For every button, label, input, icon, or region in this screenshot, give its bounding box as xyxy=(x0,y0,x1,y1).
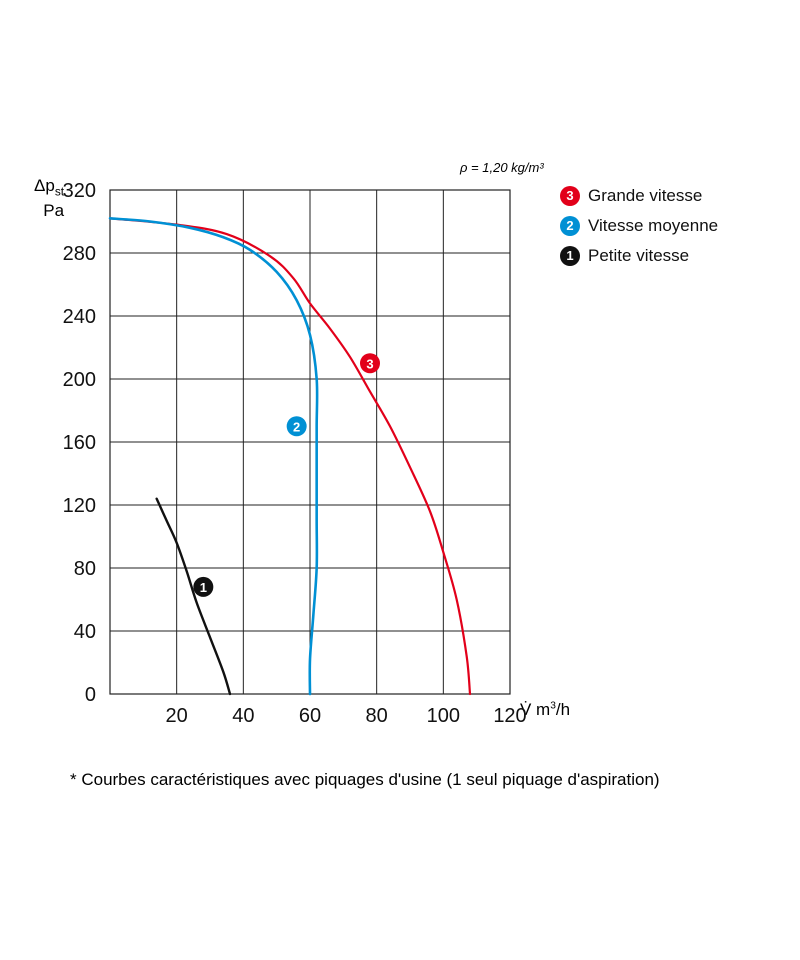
curve-moyenne xyxy=(110,218,317,694)
page: { "chart": { "type": "line", "background… xyxy=(0,0,800,960)
curve-petite xyxy=(157,499,230,694)
svg-text:1: 1 xyxy=(200,580,207,595)
svg-text:0: 0 xyxy=(85,684,96,706)
svg-text:120: 120 xyxy=(63,495,96,517)
svg-text:2: 2 xyxy=(293,419,300,434)
svg-text:280: 280 xyxy=(63,243,96,265)
svg-text:40: 40 xyxy=(74,621,96,643)
svg-text:160: 160 xyxy=(63,432,96,454)
svg-text:120: 120 xyxy=(493,705,526,727)
svg-text:200: 200 xyxy=(63,369,96,391)
svg-text:3: 3 xyxy=(366,356,373,371)
svg-text:40: 40 xyxy=(232,705,254,727)
svg-text:240: 240 xyxy=(63,306,96,328)
svg-text:60: 60 xyxy=(299,705,321,727)
svg-text:320: 320 xyxy=(63,180,96,202)
svg-text:20: 20 xyxy=(166,705,188,727)
svg-text:100: 100 xyxy=(427,705,460,727)
svg-text:80: 80 xyxy=(74,558,96,580)
chart-svg: 0 40 80 120 160 200 240 280 320 20 40 60 80 100 120 3 2 1 xyxy=(0,0,800,960)
svg-text:80: 80 xyxy=(366,705,388,727)
